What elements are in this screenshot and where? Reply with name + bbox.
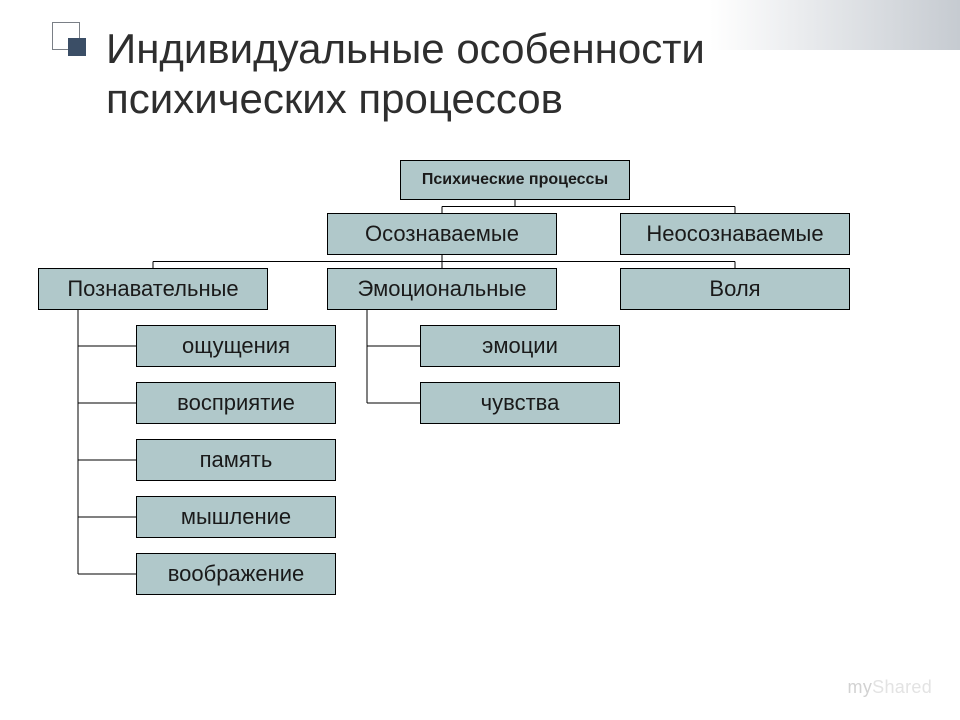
slide-title: Индивидуальные особенности психических п… <box>106 24 920 125</box>
node-c5: воображение <box>136 553 336 595</box>
watermark-shared: Shared <box>872 677 932 697</box>
watermark: myShared <box>848 677 932 698</box>
slide: Индивидуальные особенности психических п… <box>0 0 960 720</box>
watermark-my: my <box>848 677 873 697</box>
node-e2: чувства <box>420 382 620 424</box>
node-emotional: Эмоциональные <box>327 268 557 310</box>
node-c3: память <box>136 439 336 481</box>
node-c2: восприятие <box>136 382 336 424</box>
node-unconscious: Неосознаваемые <box>620 213 850 255</box>
node-e1: эмоции <box>420 325 620 367</box>
node-root: Психические процессы <box>400 160 630 200</box>
node-c1: ощущения <box>136 325 336 367</box>
node-will: Воля <box>620 268 850 310</box>
node-c4: мышление <box>136 496 336 538</box>
node-conscious: Осознаваемые <box>327 213 557 255</box>
node-cognitive: Познавательные <box>38 268 268 310</box>
